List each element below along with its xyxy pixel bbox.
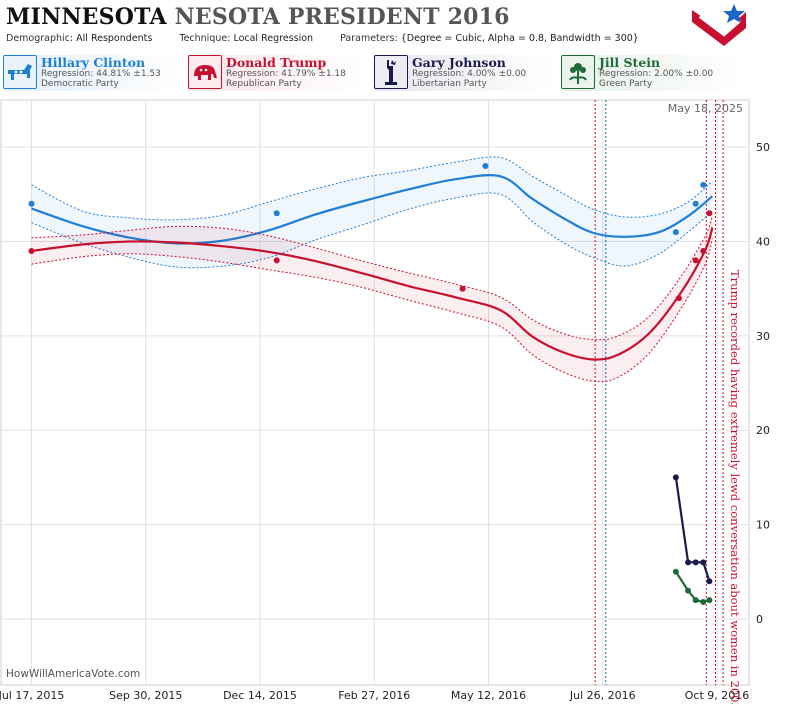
candidate-legend: Hillary Clinton Regression: 44.81% ±1.53… (0, 55, 789, 93)
y-tick-label: 40 (756, 236, 770, 249)
poll-point (692, 559, 699, 566)
plot-frame (0, 99, 750, 686)
poll-point (700, 181, 707, 188)
trend-line (31, 227, 714, 361)
legend-item-stein[interactable]: Jill Stein Regression: 2.00% ±0.00 Green… (561, 55, 741, 91)
candidate-name: Jill Stein (599, 55, 661, 70)
poll-point (685, 559, 692, 566)
demographic-value: All Respondents (76, 33, 153, 44)
poll-point (692, 597, 699, 604)
event-annotation: Trump recorded having extremely lewd con… (728, 270, 742, 704)
candidate-name: Gary Johnson (412, 55, 506, 70)
upper-bound-line (31, 156, 713, 221)
series-1 (28, 210, 714, 383)
y-tick-label: 20 (756, 424, 770, 437)
y-tick-label: 0 (756, 613, 763, 626)
legend-item-clinton[interactable]: Hillary Clinton Regression: 44.81% ±1.53… (3, 55, 183, 91)
poll-point (482, 163, 489, 170)
poll-point (28, 200, 35, 207)
candidate-party: Republican Party (226, 79, 302, 89)
x-tick-label: Sep 30, 2015 (109, 689, 182, 702)
poll-point (706, 210, 713, 217)
candidate-regression: Regression: 4.00% ±0.00 (412, 69, 527, 79)
candidate-name: Hillary Clinton (41, 55, 146, 70)
poll-point (700, 598, 707, 605)
poll-point (672, 568, 679, 575)
poll-point (692, 257, 699, 264)
series-3 (672, 568, 713, 605)
poll-point (273, 210, 280, 217)
poll-point (692, 200, 699, 207)
demographic-label: Demographic: (6, 33, 74, 44)
poll-point (685, 587, 692, 594)
technique-label: Technique: (179, 33, 231, 44)
candidate-name: Donald Trump (226, 55, 327, 70)
donkey-icon (3, 55, 37, 89)
date-label: May 18, 2025 (668, 102, 743, 115)
x-tick-label: Jul 17, 2015 (0, 689, 64, 702)
x-tick-label: Dec 14, 2015 (223, 689, 297, 702)
poll-point (706, 578, 713, 585)
candidate-party: Libertarian Party (412, 79, 487, 89)
y-tick-label: 30 (756, 330, 770, 343)
y-tick-label: 50 (756, 141, 770, 154)
poll-chart: 0 10 20 30 40 50 Jul 17, 2015 Sep 30, 2015 Dec 1… (0, 99, 770, 704)
chart-parameters: Demographic: All Respondents Technique: … (6, 33, 663, 44)
series-2 (672, 474, 713, 585)
x-tick-label: Feb 27, 2016 (338, 689, 410, 702)
poll-point (700, 247, 707, 254)
parameters-label: Parameters: (340, 33, 398, 44)
liberty-statue-icon (374, 55, 408, 89)
candidate-regression: Regression: 2.00% ±0.00 (599, 69, 714, 79)
page-title: MINNESOTA NESOTA PRESIDENT 2016 (6, 4, 510, 30)
technique-value: Local Regression (233, 33, 314, 44)
poll-point (28, 247, 35, 254)
candidate-party: Green Party (599, 79, 653, 89)
poll-point (459, 285, 466, 292)
title-rest: NESOTA PRESIDENT 2016 (174, 4, 510, 30)
poll-point (700, 559, 707, 566)
title-state: MINNESOTA (6, 4, 167, 30)
x-tick-label: Oct 9, 2016 (685, 689, 750, 702)
lower-bound-line (31, 192, 713, 269)
parameters-value: {Degree = Cubic, Alpha = 0.8, Bandwidth … (400, 33, 639, 44)
poll-point (273, 257, 280, 264)
confidence-band (31, 216, 713, 382)
site-logo-icon[interactable] (688, 2, 750, 48)
legend-item-johnson[interactable]: Gary Johnson Regression: 4.00% ±0.00 Lib… (374, 55, 554, 91)
poll-point (672, 229, 679, 236)
x-tick-label: Jul 26, 2016 (569, 689, 636, 702)
poll-point (706, 597, 713, 604)
candidate-party: Democratic Party (41, 79, 119, 89)
green-flower-icon (561, 55, 595, 89)
legend-item-trump[interactable]: Donald Trump Regression: 41.79% ±1.18 Re… (188, 55, 368, 91)
site-credit[interactable]: HowWillAmericaVote.com (6, 668, 141, 680)
confidence-band (31, 156, 713, 268)
poll-point (672, 474, 679, 481)
candidate-regression: Regression: 44.81% ±1.53 (41, 69, 161, 79)
lower-bound-line (31, 238, 713, 383)
poll-point (675, 295, 682, 302)
elephant-icon (188, 55, 222, 89)
upper-bound-line (31, 215, 713, 341)
candidate-regression: Regression: 41.79% ±1.18 (226, 69, 346, 79)
x-tick-label: May 12, 2016 (451, 689, 526, 702)
y-tick-label: 10 (756, 519, 770, 532)
